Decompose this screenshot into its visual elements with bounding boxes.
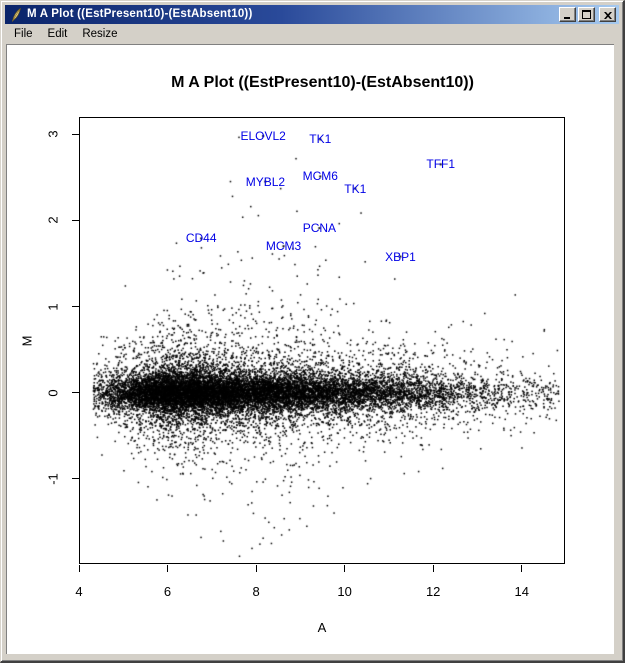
menu-file[interactable]: File bbox=[14, 28, 33, 40]
gene-label: PCNA bbox=[302, 221, 337, 236]
x-tick-mark bbox=[432, 565, 434, 572]
y-tick-label: -1 bbox=[45, 473, 61, 485]
x-tick-label: 14 bbox=[514, 584, 529, 599]
gene-label: ELOVL2 bbox=[240, 128, 286, 143]
menu-resize[interactable]: Resize bbox=[82, 28, 118, 40]
y-tick-mark bbox=[72, 478, 79, 480]
x-tick-label: 10 bbox=[337, 584, 352, 599]
maximize-icon bbox=[582, 7, 591, 22]
gene-label: TK1 bbox=[309, 132, 332, 147]
y-tick-label: 3 bbox=[45, 130, 61, 138]
feather-icon bbox=[8, 7, 23, 22]
x-tick-label: 12 bbox=[425, 584, 441, 599]
plot-client-area: M A Plot ((EstPresent10)-(EstAbsent10)) … bbox=[6, 44, 614, 654]
gene-label: TFF1 bbox=[426, 157, 456, 172]
y-tick-mark bbox=[72, 219, 79, 221]
gene-label: MCM6 bbox=[302, 169, 338, 184]
window-controls bbox=[559, 7, 616, 22]
y-tick-mark bbox=[72, 392, 79, 394]
minimize-button[interactable] bbox=[559, 7, 576, 22]
plot-frame bbox=[79, 117, 565, 564]
x-tick-label: 4 bbox=[75, 584, 83, 599]
y-tick-label: 2 bbox=[45, 216, 61, 224]
y-tick-mark bbox=[72, 306, 79, 308]
x-axis-title: A bbox=[317, 620, 327, 635]
gene-label: TK1 bbox=[344, 181, 367, 196]
scatter-points-canvas bbox=[79, 117, 566, 565]
y-tick-label: 0 bbox=[45, 389, 61, 397]
y-tick-label: 1 bbox=[45, 302, 61, 311]
maximize-button[interactable] bbox=[578, 7, 595, 22]
y-tick-mark bbox=[72, 133, 79, 135]
x-tick-mark bbox=[344, 565, 346, 572]
y-axis-title: M bbox=[19, 335, 35, 347]
x-tick-mark bbox=[167, 565, 169, 572]
window-title: M A Plot ((EstPresent10)-(EstAbsent10)) bbox=[27, 8, 253, 20]
plot-title: M A Plot ((EstPresent10)-(EstAbsent10)) bbox=[171, 74, 474, 91]
x-tick-mark bbox=[521, 565, 523, 572]
x-tick-label: 6 bbox=[163, 584, 172, 599]
gene-label: CD44 bbox=[185, 231, 217, 246]
x-tick-label: 8 bbox=[252, 584, 260, 599]
gene-label: MCM3 bbox=[265, 239, 302, 254]
menu-edit[interactable]: Edit bbox=[47, 28, 68, 40]
close-button[interactable] bbox=[599, 7, 616, 22]
x-tick-mark bbox=[78, 565, 80, 572]
close-icon bbox=[603, 7, 612, 22]
menubar: File Edit Resize bbox=[5, 25, 619, 43]
minimize-icon bbox=[563, 7, 572, 22]
gene-label: MYBL2 bbox=[245, 174, 286, 189]
gene-label: XBP1 bbox=[385, 249, 416, 264]
x-tick-mark bbox=[255, 565, 257, 572]
titlebar[interactable]: M A Plot ((EstPresent10)-(EstAbsent10)) bbox=[5, 5, 619, 24]
